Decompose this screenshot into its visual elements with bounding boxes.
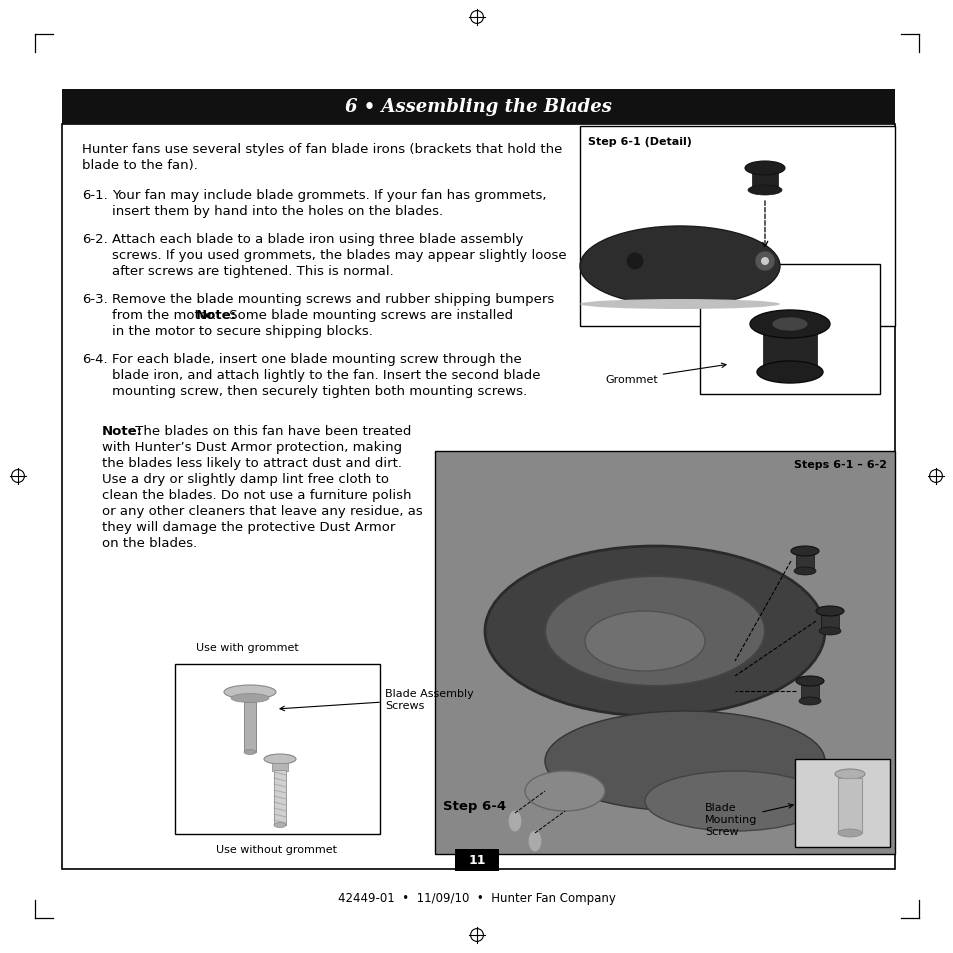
Ellipse shape [584,612,704,671]
Text: 6-2.: 6-2. [82,233,108,246]
Ellipse shape [274,822,286,827]
Text: blade to the fan).: blade to the fan). [82,159,197,172]
Text: Remove the blade mounting screws and rubber shipping bumpers: Remove the blade mounting screws and rub… [112,293,554,306]
Ellipse shape [264,754,295,764]
Ellipse shape [544,577,764,686]
Ellipse shape [744,162,784,175]
Bar [272,763,288,771]
Ellipse shape [795,677,823,686]
Text: Steps 6-1 – 6-2: Steps 6-1 – 6-2 [793,459,886,470]
Text: Use without grommet: Use without grommet [216,844,337,854]
Bar [795,556,813,572]
Text: 6 • Assembling the Blades: 6 • Assembling the Blades [345,98,611,116]
Bar [794,760,889,847]
Ellipse shape [224,685,275,700]
Ellipse shape [793,567,815,576]
Bar [762,335,816,373]
Text: on the blades.: on the blades. [102,537,197,550]
Bar [244,702,255,752]
Ellipse shape [579,227,780,307]
Bar [455,849,498,871]
Text: they will damage the protective Dust Armor: they will damage the protective Dust Arm… [102,520,395,534]
Text: Step 6-1 (Detail): Step 6-1 (Detail) [587,137,691,147]
Ellipse shape [507,810,521,832]
Text: Step 6-4: Step 6-4 [442,800,506,812]
Text: For each blade, insert one blade mounting screw through the: For each blade, insert one blade mountin… [112,353,521,366]
Text: 42449-01  •  11/09/10  •  Hunter Fan Company: 42449-01 • 11/09/10 • Hunter Fan Company [337,891,616,904]
Bar [174,664,379,834]
Text: clean the blades. Do not use a furniture polish: clean the blades. Do not use a furniture… [102,489,411,501]
Bar [62,125,894,869]
Bar [821,616,838,631]
Ellipse shape [790,546,818,557]
Ellipse shape [544,711,824,811]
Ellipse shape [644,771,824,831]
Circle shape [760,257,768,266]
Text: Attach each blade to a blade iron using three blade assembly: Attach each blade to a blade iron using … [112,233,523,246]
Bar [700,265,879,395]
Text: 11: 11 [468,854,485,866]
Text: screws. If you used grommets, the blades may appear slightly loose: screws. If you used grommets, the blades… [112,249,566,262]
Ellipse shape [834,769,864,780]
Circle shape [625,253,643,271]
Bar [274,770,286,825]
Text: mounting screw, then securely tighten both mounting screws.: mounting screw, then securely tighten bo… [112,385,527,397]
Text: 6-3.: 6-3. [82,293,108,306]
Circle shape [754,252,774,272]
Ellipse shape [484,546,824,717]
Ellipse shape [815,606,843,617]
Ellipse shape [244,750,255,755]
Text: The blades on this fan have been treated: The blades on this fan have been treated [132,424,412,437]
Text: Use a dry or slightly damp lint free cloth to: Use a dry or slightly damp lint free clo… [102,473,389,485]
Text: Hunter fans use several styles of fan blade irons (brackets that hold the: Hunter fans use several styles of fan bl… [82,143,561,156]
Bar [837,779,862,833]
Bar [801,685,818,701]
Ellipse shape [231,694,269,702]
Text: Some blade mounting screws are installed: Some blade mounting screws are installed [225,309,513,322]
Ellipse shape [747,186,781,195]
Ellipse shape [757,361,822,384]
Text: from the motor.: from the motor. [112,309,220,322]
Text: Your fan may include blade grommets. If your fan has grommets,: Your fan may include blade grommets. If … [112,189,546,202]
Text: after screws are tightened. This is normal.: after screws are tightened. This is norm… [112,265,394,277]
Text: Blade Assembly
Screws: Blade Assembly Screws [280,688,474,711]
Ellipse shape [837,829,862,837]
Ellipse shape [524,771,604,811]
Text: Use with grommet: Use with grommet [195,642,298,652]
Ellipse shape [799,698,821,705]
Bar [62,90,894,125]
Text: Grommet: Grommet [604,364,725,385]
Text: 6-4.: 6-4. [82,353,108,366]
Ellipse shape [771,317,807,332]
Ellipse shape [527,830,541,852]
Ellipse shape [579,299,780,310]
Text: Note:: Note: [195,309,236,322]
Ellipse shape [749,311,829,338]
Text: Note:: Note: [102,424,143,437]
Text: 6-1.: 6-1. [82,189,108,202]
Text: in the motor to secure shipping blocks.: in the motor to secure shipping blocks. [112,325,373,337]
Bar [435,452,894,854]
Text: Blade
Mounting
Screw: Blade Mounting Screw [704,802,792,836]
Bar [751,172,778,191]
Text: or any other cleaners that leave any residue, as: or any other cleaners that leave any res… [102,504,422,517]
Text: insert them by hand into the holes on the blades.: insert them by hand into the holes on th… [112,205,442,218]
Bar [579,127,894,327]
Text: with Hunter’s Dust Armor protection, making: with Hunter’s Dust Armor protection, mak… [102,440,402,454]
Text: blade iron, and attach lightly to the fan. Insert the second blade: blade iron, and attach lightly to the fa… [112,369,540,381]
Ellipse shape [818,627,841,636]
Text: the blades less likely to attract dust and dirt.: the blades less likely to attract dust a… [102,456,401,470]
